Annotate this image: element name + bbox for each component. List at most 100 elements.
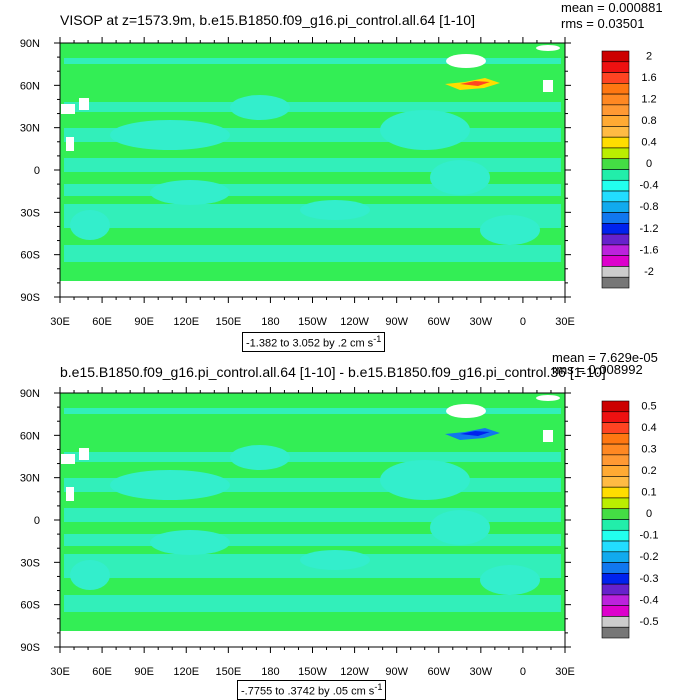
colorbar-cell (601, 454, 630, 466)
colorbar-cell (601, 147, 630, 160)
x-tick-label: 180 (261, 666, 279, 678)
colorbar-cell (601, 276, 630, 289)
colorbar-cell (601, 422, 630, 434)
y-tick-label: 60N (20, 430, 40, 442)
x-tick-label: 60E (92, 316, 112, 328)
x-tick-label: 30E (50, 666, 70, 678)
y-tick-label: 90N (20, 38, 40, 50)
x-tick-label: 120E (173, 666, 199, 678)
land-mask-africa (79, 98, 89, 110)
cyan-band (64, 58, 561, 64)
colorbar-cell (601, 158, 630, 170)
anomaly-core (460, 81, 490, 86)
land-mask-europe (543, 80, 553, 92)
colorbar-cell (601, 519, 630, 531)
y-tick-label: 0 (34, 165, 40, 177)
y-tick-label: 90N (20, 388, 40, 400)
mean-stat-1: mean = 0.000881 (561, 0, 663, 15)
cyan-patch (70, 560, 110, 590)
y-tick-label: 0 (34, 515, 40, 527)
colorbar-label: -1.6 (640, 244, 659, 256)
x-tick-label: 150W (298, 666, 327, 678)
land-mask-africa (61, 104, 75, 114)
y-tick-label: 30N (20, 123, 40, 135)
y-tick-label: 30S (20, 207, 40, 219)
cyan-band (64, 452, 561, 462)
y-tick-label: 30S (20, 557, 40, 569)
colorbar-cell (601, 169, 630, 181)
colorbar-label: -0.5 (640, 616, 659, 628)
colorbar-label: -2 (644, 266, 654, 278)
x-tick-label: 30E (555, 666, 575, 678)
x-tick-label: 150W (298, 316, 327, 328)
cyan-band (64, 408, 561, 414)
cyan-band (64, 184, 561, 196)
cyan-band (64, 102, 561, 112)
map-svg-2: 30E 60E 90E 120E 150E 180 150W 120W 90W 60W 30W 0 30… (20, 387, 659, 678)
cyan-patch (480, 215, 540, 245)
cyan-patch (150, 180, 230, 205)
colorbar-cell (601, 594, 630, 606)
panel-2: 30E 60E 90E 120E 150E 180 150W 120W 90W 60W 30W 0 30… (0, 350, 700, 700)
x-tick-label: 90W (385, 666, 408, 678)
colorbar-cell (601, 551, 630, 563)
colorbar-label: 0 (646, 508, 652, 520)
cyan-patch (300, 200, 370, 220)
colorbar-cell (601, 433, 630, 445)
colorbar-cell (601, 255, 630, 267)
colorbar-label: 0.1 (641, 487, 656, 499)
y-tick-label: 60S (20, 250, 40, 262)
colorbar-cell (601, 61, 630, 73)
x-tick-label: 90W (385, 316, 408, 328)
land-mask-greenland (446, 404, 486, 418)
colorbar-cell (601, 212, 630, 224)
colorbar-cell (601, 201, 630, 213)
x-tick-label: 150E (215, 316, 241, 328)
cyan-patch (480, 565, 540, 595)
x-tick-label: 0 (520, 666, 526, 678)
cyan-patch (430, 160, 490, 195)
colorbar-label: 0.4 (641, 422, 656, 434)
colorbar-label: 0.4 (641, 137, 656, 149)
colorbar-label: 0 (646, 158, 652, 170)
colorbar-label: 0.3 (641, 443, 656, 455)
x-tick-label: 30E (555, 316, 575, 328)
y-tick-label: 60S (20, 600, 40, 612)
colorbar-cell (601, 223, 630, 235)
x-tick-label: 90E (134, 316, 154, 328)
colorbar-label: -0.2 (640, 551, 659, 563)
y-tick-label: 90S (20, 642, 40, 654)
colorbar-label: 0.2 (641, 465, 656, 477)
colorbar-cell (601, 508, 630, 520)
colorbar-label: 2 (646, 50, 652, 62)
land-mask-antarctica (60, 631, 565, 647)
cyan-patch (110, 120, 230, 150)
colorbar-cell (601, 486, 630, 499)
colorbar-cell (601, 605, 630, 617)
x-tick-label: 120W (340, 316, 369, 328)
x-tick-label: 60W (427, 316, 450, 328)
panel-1: 30E 60E 90E 120E 150E 180 150W 120W 90W 60W 30W 0 30… (20, 0, 663, 352)
colorbar-cell (601, 443, 630, 456)
colorbar-cell (601, 400, 630, 413)
colorbar-label: -0.8 (640, 201, 659, 213)
land-mask-africa (66, 487, 74, 501)
cyan-patch (150, 530, 230, 555)
mean-stat-2: mean = 7.629e-05 (552, 350, 658, 365)
x-tick-label: 180 (261, 316, 279, 328)
colorbar-cell (601, 93, 630, 106)
colorbar-cell (601, 115, 630, 127)
land-mask-arctic (536, 395, 560, 401)
colorbar-label: 0.5 (641, 400, 656, 412)
x-tick-label: 30E (50, 316, 70, 328)
anomaly-core (460, 431, 490, 436)
y-tick-label: 30N (20, 473, 40, 485)
colorbar-cell (601, 573, 630, 585)
colorbar-cell (601, 72, 630, 84)
cyan-patch (300, 550, 370, 570)
x-tick-label: 30W (470, 666, 493, 678)
colorbar-cell (601, 104, 630, 116)
caption-sup-2: -1 (374, 682, 383, 692)
colorbar-cell (601, 583, 630, 596)
land-mask-africa (61, 454, 75, 464)
